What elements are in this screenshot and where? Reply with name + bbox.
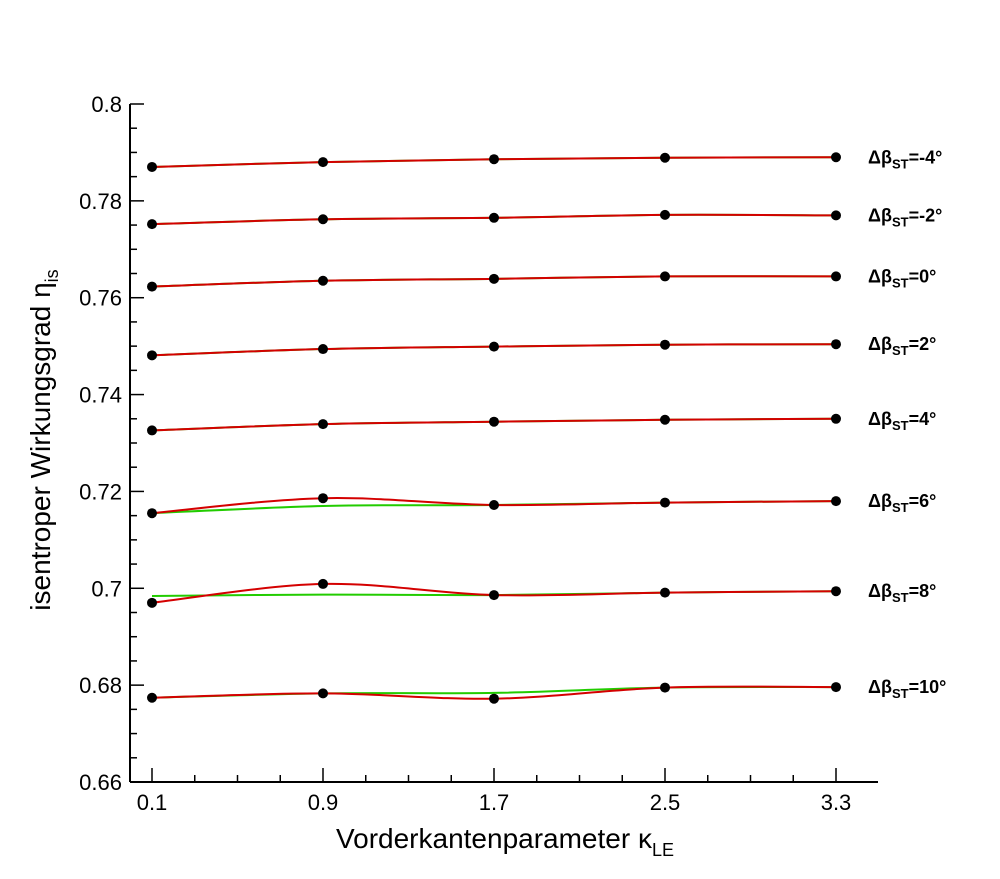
y-tick-label: 0.7 <box>91 576 122 601</box>
data-point <box>318 578 328 589</box>
series-label: ΔβST=4° <box>868 409 936 433</box>
data-point <box>489 212 499 223</box>
series-label: ΔβST=6° <box>868 491 936 515</box>
data-point <box>318 275 328 286</box>
data-point <box>660 152 670 163</box>
y-tick-label: 0.68 <box>79 673 122 698</box>
data-point <box>660 587 670 598</box>
x-tick-label: 2.5 <box>650 790 681 815</box>
series-label: ΔβST=10° <box>868 677 946 701</box>
data-point <box>147 350 157 361</box>
data-point <box>489 416 499 427</box>
data-point <box>831 152 841 163</box>
data-point <box>147 219 157 230</box>
data-point <box>660 414 670 425</box>
series-label: ΔβST=-4° <box>868 147 942 171</box>
data-point <box>660 271 670 282</box>
y-tick-label: 0.78 <box>79 189 122 214</box>
data-point <box>489 273 499 284</box>
y-tick-label: 0.8 <box>91 92 122 117</box>
data-point <box>318 214 328 225</box>
y-tick-label: 0.74 <box>79 383 122 408</box>
data-point <box>489 154 499 165</box>
data-point <box>831 339 841 350</box>
x-axis-label: Vorderkantenparameter κLE <box>336 823 674 860</box>
y-axis-label: isentroper Wirkungsgrad ηis <box>25 269 62 610</box>
data-markers <box>147 152 841 704</box>
data-point <box>147 161 157 172</box>
x-tick-label: 3.3 <box>821 790 852 815</box>
x-tick-label: 0.1 <box>137 790 168 815</box>
data-point <box>831 682 841 693</box>
data-point <box>660 209 670 220</box>
data-point <box>147 281 157 292</box>
data-point <box>831 496 841 507</box>
x-tick-label: 0.9 <box>308 790 339 815</box>
y-tick-label: 0.72 <box>79 479 122 504</box>
series-label: ΔβST=8° <box>868 581 936 605</box>
data-point <box>489 693 499 704</box>
series-label: ΔβST=0° <box>868 266 936 290</box>
data-point <box>318 344 328 355</box>
data-point <box>489 341 499 352</box>
data-point <box>318 493 328 504</box>
data-point <box>147 508 157 519</box>
data-point <box>831 271 841 282</box>
axes: 0.66 0.68 0.7 0.72 0.74 0.76 0.78 0.8 0.1 0.9 1.7 2… <box>79 92 878 815</box>
data-point <box>489 499 499 510</box>
data-point <box>147 425 157 436</box>
data-point <box>318 688 328 699</box>
data-point <box>660 339 670 350</box>
series-labels: ΔβST=-4° ΔβST=-2° ΔβST=0° ΔβST=2° ΔβST=4° ΔβS… <box>868 147 946 701</box>
data-point <box>489 590 499 601</box>
series-label: ΔβST=2° <box>868 334 936 358</box>
data-point <box>660 682 670 693</box>
data-point <box>831 210 841 221</box>
series-label: ΔβST=-2° <box>868 205 942 229</box>
data-point <box>318 419 328 430</box>
y-tick-label: 0.66 <box>79 770 122 795</box>
data-point <box>831 586 841 597</box>
series-lines <box>151 156 837 700</box>
data-point <box>831 413 841 424</box>
data-point <box>660 497 670 508</box>
data-point <box>318 157 328 168</box>
data-point <box>147 597 157 608</box>
x-tick-label: 1.7 <box>479 790 510 815</box>
data-point <box>147 692 157 703</box>
y-tick-label: 0.76 <box>79 286 122 311</box>
